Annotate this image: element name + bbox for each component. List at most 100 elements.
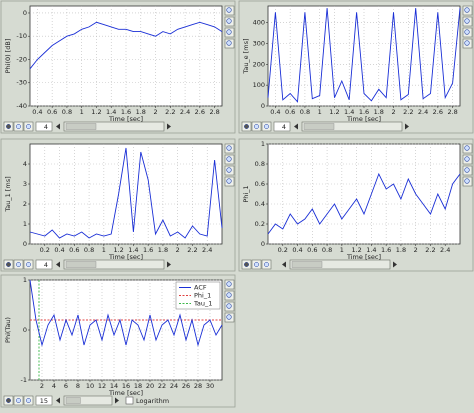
spin-box[interactable] xyxy=(35,395,53,406)
scrollbar[interactable] xyxy=(63,395,113,406)
scrollbar[interactable] xyxy=(63,259,165,270)
y-axis-label: Tau_1 [ms] xyxy=(4,176,12,212)
toolbar-icon xyxy=(26,262,31,267)
data-line xyxy=(29,21,223,70)
scroll-left[interactable] xyxy=(56,261,60,268)
x-tick-label: 1.6 xyxy=(121,108,131,116)
data-line xyxy=(267,8,461,103)
x-tick-label: 0.8 xyxy=(84,246,94,254)
spin-value: 15 xyxy=(40,397,48,405)
zoom-icon xyxy=(464,156,470,162)
y-tick-label: 3 xyxy=(23,180,27,188)
scroll-right[interactable] xyxy=(167,261,171,268)
spin-value: 4 xyxy=(282,123,286,131)
scrollbar[interactable] xyxy=(63,121,165,132)
x-tick-label: 2 xyxy=(176,246,180,254)
x-tick-label: 1.2 xyxy=(351,246,361,254)
y-tick-label: 300 xyxy=(253,40,265,48)
data-line xyxy=(267,172,461,235)
scroll-thumb[interactable] xyxy=(291,261,323,268)
zoom-icon xyxy=(226,18,232,24)
scroll-left[interactable] xyxy=(282,261,286,268)
zoom-icon xyxy=(226,314,232,320)
toolbar-icon xyxy=(26,398,31,403)
y-tick-label: 4 xyxy=(23,160,27,168)
y-tick-label: 0 xyxy=(261,102,265,110)
scroll-thumb[interactable] xyxy=(303,123,335,130)
x-tick-label: 1 xyxy=(80,108,84,116)
x-tick-label: 28 xyxy=(194,382,202,390)
toolbar-icon xyxy=(6,124,11,129)
spin-box[interactable] xyxy=(35,121,53,132)
scroll-left[interactable] xyxy=(56,123,60,130)
scroll-thumb[interactable] xyxy=(65,397,81,404)
x-tick-label: 24 xyxy=(170,382,178,390)
x-tick-label: 2 xyxy=(40,382,44,390)
x-tick-label: 22 xyxy=(158,382,166,390)
zoom-icon xyxy=(464,7,470,13)
y-tick-label: 0 xyxy=(23,9,27,17)
y-tick-label: 0.4 xyxy=(255,200,265,208)
x-tick-label: 2.4 xyxy=(202,246,212,254)
toolbar-icon xyxy=(6,398,11,403)
x-tick-label: 1.4 xyxy=(106,108,116,116)
data-line xyxy=(29,279,223,347)
spin-box[interactable] xyxy=(35,259,53,270)
zoom-icon xyxy=(464,18,470,24)
x-tick-label: 2.6 xyxy=(433,108,443,116)
scroll-right[interactable] xyxy=(405,123,409,130)
y-tick-label: 1 xyxy=(261,140,265,148)
x-axis-label: Time [sec] xyxy=(108,253,143,261)
x-tick-label: 1 xyxy=(340,246,344,254)
x-tick-label: 2.2 xyxy=(165,108,175,116)
scroll-thumb[interactable] xyxy=(65,123,97,130)
x-axis-label: Time [sec] xyxy=(108,389,143,397)
y-tick-label: 1 xyxy=(23,276,27,284)
scroll-thumb[interactable] xyxy=(65,261,97,268)
x-tick-label: 2.8 xyxy=(447,108,457,116)
y-tick-label: 1 xyxy=(23,220,27,228)
x-tick-label: 8 xyxy=(76,382,80,390)
scroll-right[interactable] xyxy=(167,123,171,130)
x-tick-label: 2.2 xyxy=(403,108,413,116)
x-tick-label: 0.6 xyxy=(307,246,317,254)
toolbar-icon xyxy=(6,262,11,267)
y-tick-label: 200 xyxy=(253,60,265,68)
x-tick-label: 0.6 xyxy=(285,108,295,116)
x-tick-label: 2.6 xyxy=(195,108,205,116)
y-tick-label: 0 xyxy=(23,326,27,334)
y-tick-label: 0.2 xyxy=(255,220,265,228)
toolbar-icon xyxy=(254,124,259,129)
x-tick-label: 2 xyxy=(153,108,157,116)
scroll-right[interactable] xyxy=(393,261,397,268)
spin-value: 4 xyxy=(44,123,48,131)
toolbar-icon xyxy=(16,262,21,267)
y-tick-label: 0 xyxy=(23,240,27,248)
x-tick-label: 1.8 xyxy=(374,108,384,116)
x-tick-label: 16 xyxy=(122,382,130,390)
spin-box[interactable] xyxy=(273,121,291,132)
x-tick-label: 10 xyxy=(86,382,94,390)
scrollbar[interactable] xyxy=(301,121,403,132)
x-axis-label: Time [sec] xyxy=(346,115,381,123)
scrollbar[interactable] xyxy=(289,259,391,270)
y-tick-label: 0.6 xyxy=(255,180,265,188)
zoom-icon xyxy=(226,145,232,151)
x-tick-label: 0.4 xyxy=(292,246,302,254)
checkbox[interactable] xyxy=(125,396,134,405)
x-tick-label: 1.8 xyxy=(136,108,146,116)
y-axis-label: Tau_e [ms] xyxy=(242,38,250,74)
y-tick-label: 2 xyxy=(23,200,27,208)
x-tick-label: 2.8 xyxy=(209,108,219,116)
scroll-right[interactable] xyxy=(115,397,119,404)
zoom-icon xyxy=(226,167,232,173)
x-tick-label: 1.2 xyxy=(329,108,339,116)
x-tick-label: 1.6 xyxy=(381,246,391,254)
plot-area xyxy=(29,143,223,245)
toolbar-icon xyxy=(254,262,259,267)
scroll-left[interactable] xyxy=(56,397,60,404)
x-tick-label: 2 xyxy=(391,108,395,116)
scroll-left[interactable] xyxy=(294,123,298,130)
x-tick-label: 1.4 xyxy=(366,246,376,254)
